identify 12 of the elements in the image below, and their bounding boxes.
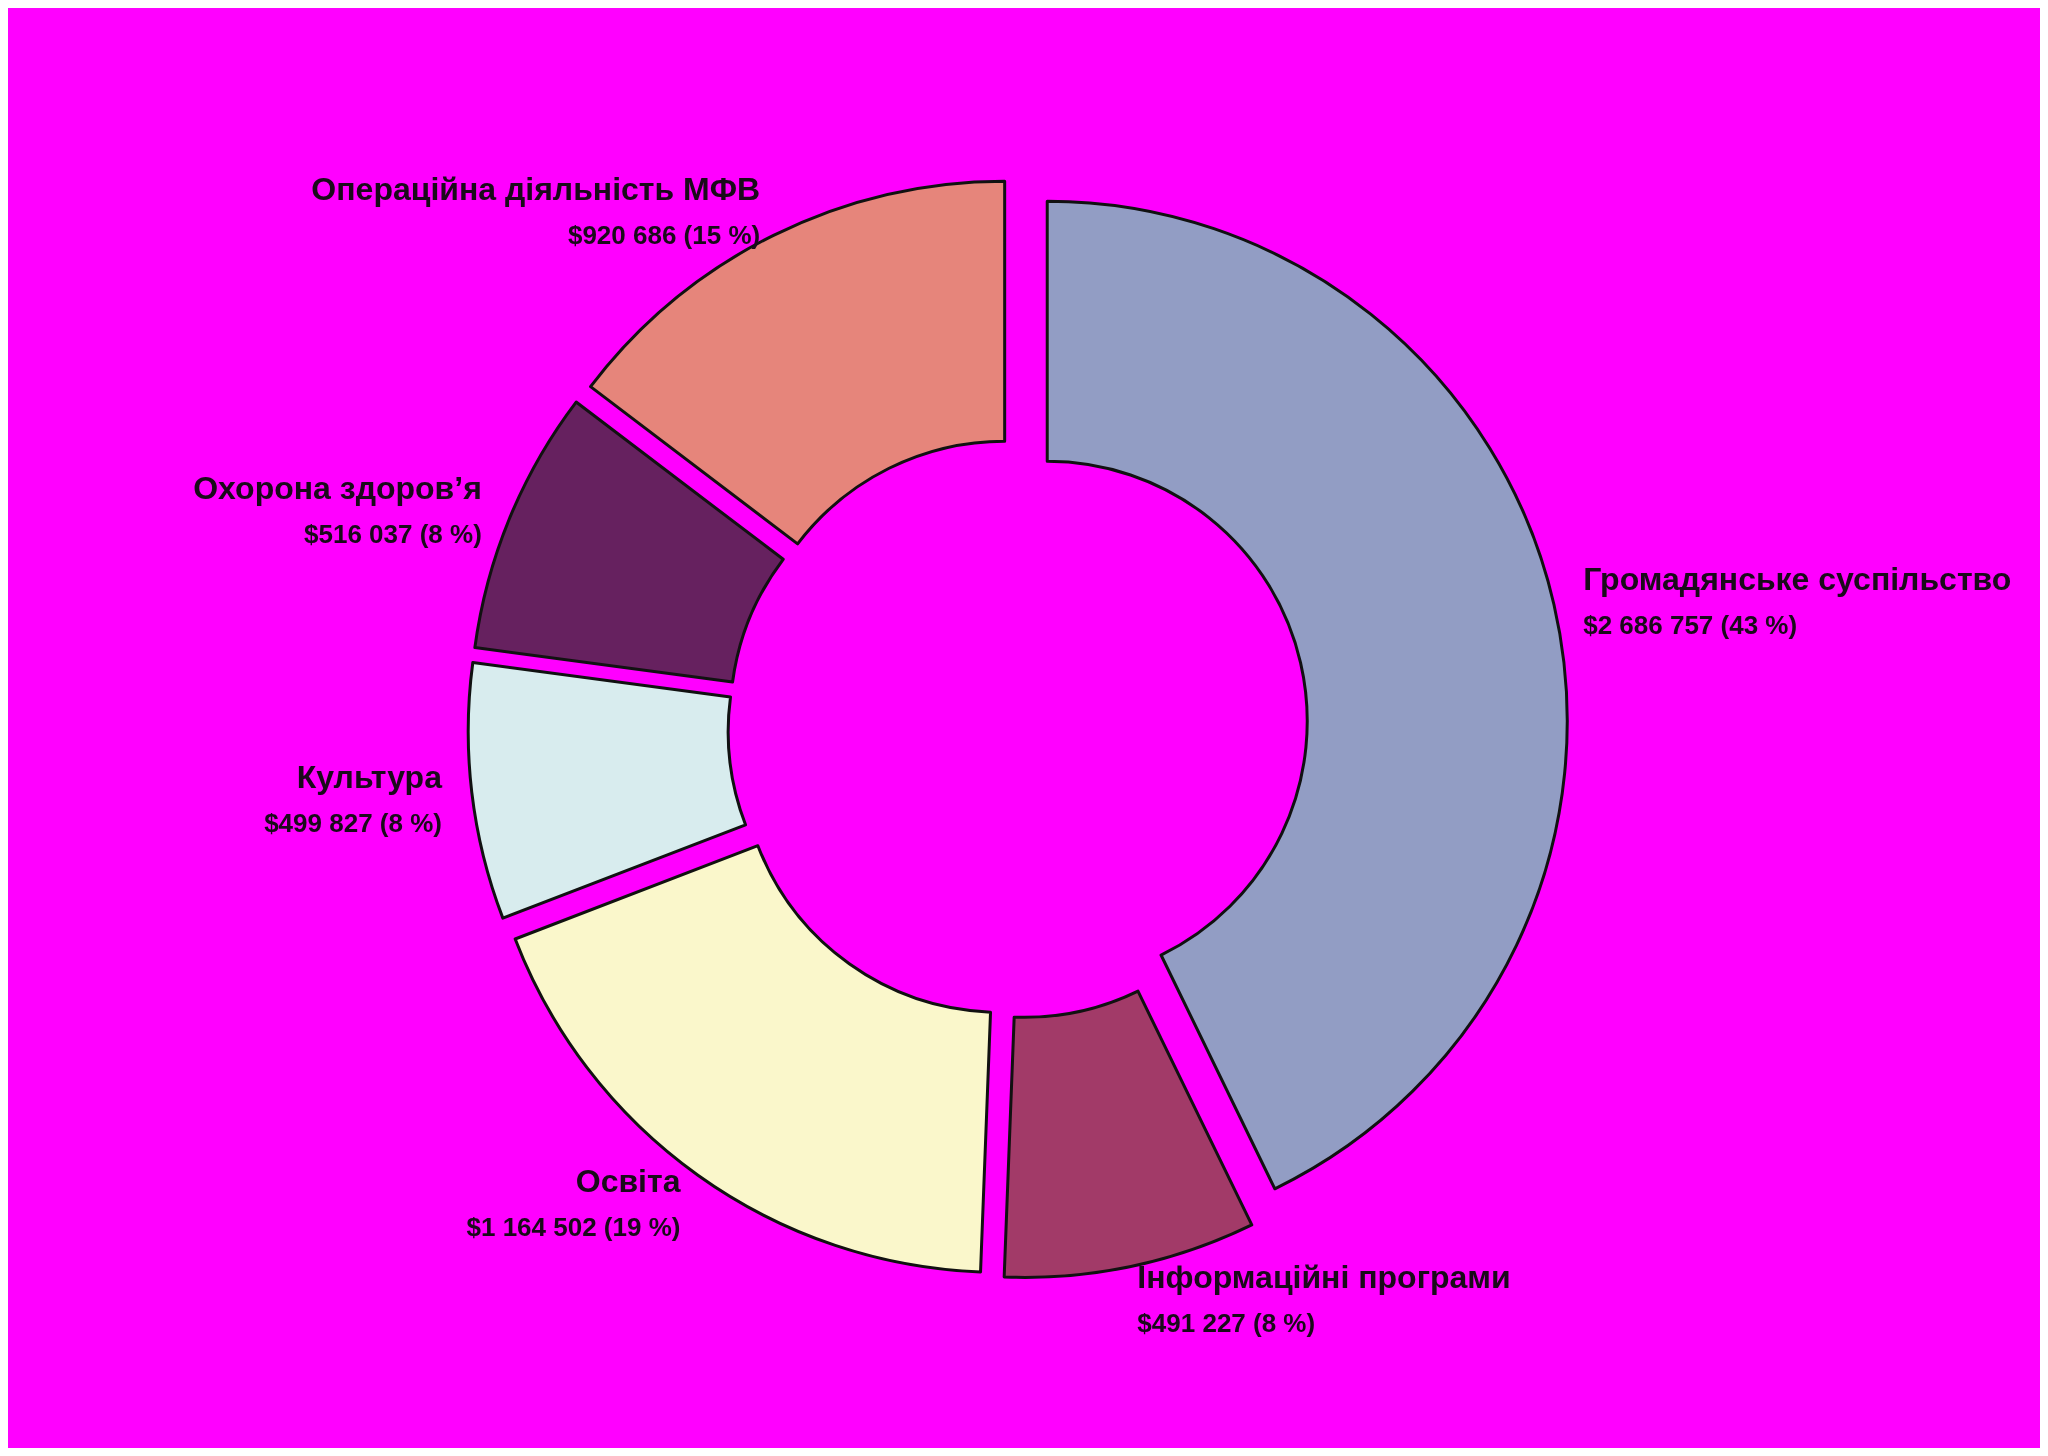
slice-label: Громадянське суспільство [1583, 560, 2012, 597]
data-label: $491 227 (8 %) [1137, 1307, 1316, 1338]
slice-label: Операційна діяльність МФВ [311, 171, 761, 208]
data-label: $499 827 (8 %) [264, 807, 442, 838]
data-label: $2 686 757 (43 %) [1583, 609, 1798, 640]
data-label: $1 164 502 (19 %) [466, 1211, 681, 1242]
data-label: $516 037 (8 %) [304, 518, 482, 549]
slice-label: Освіта [575, 1162, 681, 1199]
slice-label: Охорона здоров’я [193, 469, 482, 506]
slice-label: Інформаційні програми [1137, 1258, 1511, 1295]
data-label: $920 686 (15 %) [567, 220, 761, 251]
slice-label: Культура [296, 758, 443, 795]
